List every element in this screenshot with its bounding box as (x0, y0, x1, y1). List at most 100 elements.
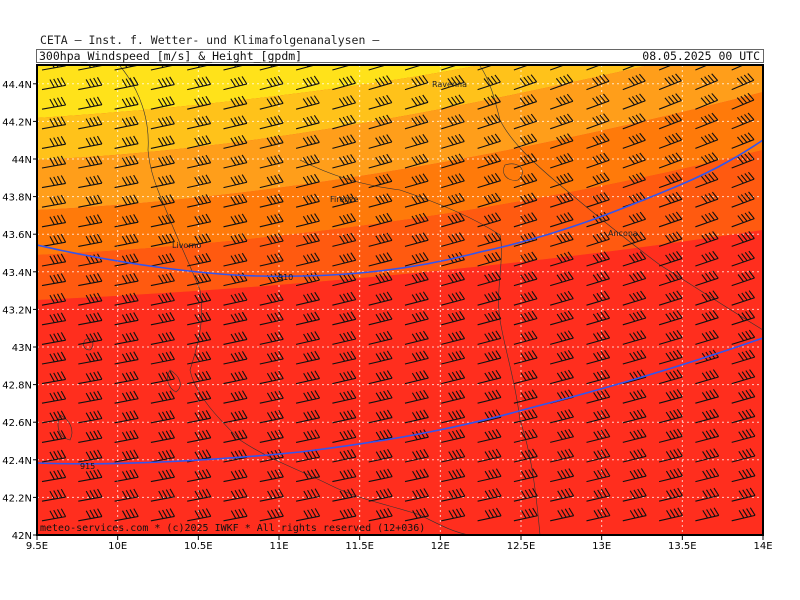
wind-barb (187, 272, 212, 287)
wind-barb (622, 211, 647, 228)
wind-barb (332, 232, 357, 247)
wind-barb (332, 173, 357, 189)
wind-barb (368, 350, 393, 365)
lat-tick-label: 43.8N (2, 193, 32, 204)
wind-barb (586, 310, 611, 326)
lon-tick-label: 13.5E (668, 541, 697, 552)
wind-barb (187, 292, 212, 306)
wind-barb (695, 112, 719, 130)
height-label-910: 910 (278, 273, 293, 282)
wind-barb (332, 311, 357, 326)
wind-barb (78, 273, 103, 287)
map-subtitle: 300hpa_Windspeed_[m/s]_&_Height_[gpdm] (39, 49, 303, 63)
wind-barb (550, 212, 574, 228)
wind-barb (695, 93, 719, 110)
wind-barb (332, 75, 356, 91)
wind-barb (332, 114, 357, 130)
wind-barb (404, 75, 429, 91)
wind-barb (41, 449, 67, 463)
wind-barb (550, 251, 574, 267)
wind-barb (332, 134, 357, 149)
wind-barb (259, 488, 284, 502)
wind-barb (477, 232, 502, 247)
wind-barb (731, 448, 756, 463)
wind-barb (114, 135, 139, 149)
wind-barb (223, 213, 248, 228)
wind-barb (259, 154, 284, 169)
wind-barb (295, 75, 320, 91)
wind-barb (368, 114, 393, 130)
wind-barb (404, 330, 429, 345)
wind-barb (332, 154, 357, 169)
lat-tick-label: 42.2N (2, 493, 32, 504)
wind-barb (731, 388, 756, 404)
wind-barb (332, 449, 357, 463)
wind-barb (658, 329, 683, 345)
wind-barb (658, 487, 683, 502)
lon-tick-label: 13E (592, 541, 611, 552)
wind-barb (114, 174, 139, 189)
lat-tick-label: 42.8N (2, 381, 32, 392)
wind-barb (586, 152, 610, 169)
wind-barb (114, 214, 139, 228)
wind-barb (622, 251, 647, 267)
wind-barb (622, 310, 647, 326)
wind-barb (731, 507, 756, 522)
wind-barb (332, 390, 357, 404)
wind-barb (368, 134, 393, 149)
wind-band-3 (37, 65, 763, 210)
wind-barb (550, 448, 575, 463)
wind-barb (114, 253, 139, 267)
height-contour-910 (37, 139, 763, 278)
wind-barb (731, 132, 755, 149)
wind-barb (150, 272, 175, 287)
wind-barb (550, 133, 574, 149)
wind-barb (586, 487, 611, 502)
wind-barb (768, 448, 791, 462)
wind-barb (731, 309, 756, 326)
lon-tick-label: 12E (431, 541, 450, 552)
wind-barb (404, 507, 429, 522)
wind-barb (223, 292, 248, 306)
wind-barb (441, 488, 466, 502)
wind-barb (441, 232, 465, 247)
wind-barb (768, 350, 791, 364)
wind-barb (368, 232, 393, 247)
wind-barb (731, 369, 756, 385)
wind-barb (586, 93, 610, 110)
wind-barb (295, 508, 321, 522)
wind-barb (695, 152, 719, 169)
wind-barb (223, 468, 248, 483)
wind-barb (41, 430, 67, 443)
wind-barb (586, 231, 610, 247)
wind-barb (731, 467, 756, 483)
axis-ticks: 9.5E 10E 10.5E 11E 11.5E 12E 12.5E 13E 13.5E 14E 4… (2, 80, 772, 552)
wind-barb (78, 429, 103, 443)
wind-barb (295, 370, 321, 385)
wind-barb (259, 292, 284, 306)
copyright-footer: meteo-services.com * (c)2025 IWKF * All … (40, 523, 425, 534)
wind-barb (477, 271, 502, 287)
wind-barb (368, 252, 393, 267)
wind-barb (332, 409, 357, 424)
lat-tick-label: 43.4N (2, 268, 32, 279)
wind-barb (259, 134, 284, 149)
wind-barb (41, 469, 67, 483)
wind-barb (586, 448, 611, 463)
wind-barb (477, 448, 502, 463)
wind-barb (768, 113, 790, 129)
wind-barb (41, 292, 67, 306)
height-label-915: 915 (80, 462, 95, 471)
wind-barb (78, 331, 103, 345)
wind-barb (41, 351, 67, 365)
wind-barb (477, 192, 502, 208)
wind-barb (295, 173, 320, 189)
wind-barb (695, 507, 720, 522)
wind-barb (150, 174, 175, 189)
wind-barb (404, 114, 429, 130)
wind-barb (477, 468, 502, 483)
wind-barb (259, 409, 284, 424)
lat-tick-label: 42N (12, 531, 32, 542)
wind-barb (622, 270, 647, 287)
lat-tick-label: 44N (12, 155, 32, 166)
